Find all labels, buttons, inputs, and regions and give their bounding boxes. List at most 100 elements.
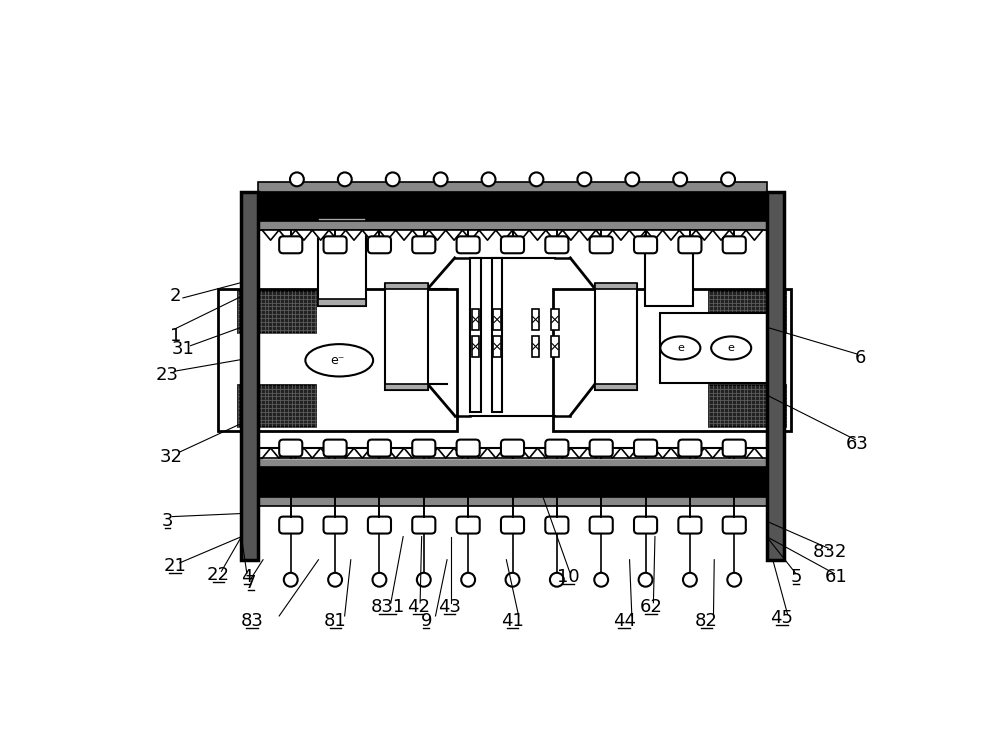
FancyBboxPatch shape [590, 439, 613, 457]
Text: 43: 43 [438, 599, 461, 616]
Bar [238, 291, 316, 333]
Text: 42: 42 [407, 599, 430, 616]
Bar [709, 291, 786, 333]
Bar [532, 336, 539, 357]
Circle shape [434, 173, 448, 186]
Bar [532, 308, 539, 330]
Bar [385, 284, 428, 390]
Text: 832: 832 [813, 543, 847, 561]
Bar [385, 385, 428, 390]
Bar [493, 336, 501, 357]
Bar [258, 183, 767, 192]
Bar [645, 221, 693, 306]
Text: 45: 45 [770, 609, 794, 627]
Bar [595, 284, 637, 390]
Bar [660, 314, 774, 382]
Text: 23: 23 [156, 366, 179, 384]
Circle shape [386, 173, 400, 186]
Bar [258, 230, 767, 448]
Bar [595, 385, 637, 390]
Circle shape [290, 173, 304, 186]
Text: e: e [677, 343, 684, 353]
Ellipse shape [711, 336, 751, 360]
FancyBboxPatch shape [590, 236, 613, 253]
Circle shape [721, 173, 735, 186]
FancyBboxPatch shape [678, 439, 701, 457]
Circle shape [328, 573, 342, 587]
Text: 61: 61 [825, 568, 847, 586]
FancyBboxPatch shape [723, 236, 746, 253]
Bar [472, 336, 479, 357]
Bar [241, 192, 258, 560]
Bar [493, 308, 501, 330]
FancyBboxPatch shape [412, 439, 435, 457]
FancyBboxPatch shape [545, 236, 568, 253]
FancyBboxPatch shape [368, 236, 391, 253]
Bar [492, 258, 502, 412]
FancyBboxPatch shape [723, 517, 746, 534]
FancyBboxPatch shape [457, 236, 480, 253]
Bar [318, 300, 366, 306]
Bar [767, 192, 784, 560]
Ellipse shape [305, 344, 373, 376]
Circle shape [373, 573, 386, 587]
Text: 6: 6 [855, 349, 866, 367]
Text: 31: 31 [172, 340, 194, 357]
Ellipse shape [660, 336, 700, 360]
Bar [258, 192, 767, 221]
FancyBboxPatch shape [678, 236, 701, 253]
FancyBboxPatch shape [412, 517, 435, 534]
Text: 21: 21 [164, 557, 187, 575]
Text: 1: 1 [170, 327, 181, 346]
FancyBboxPatch shape [279, 439, 302, 457]
FancyBboxPatch shape [279, 236, 302, 253]
Circle shape [530, 173, 543, 186]
Circle shape [461, 573, 475, 587]
FancyBboxPatch shape [501, 439, 524, 457]
Circle shape [639, 573, 652, 587]
FancyBboxPatch shape [279, 517, 302, 534]
Circle shape [594, 573, 608, 587]
Text: 41: 41 [501, 613, 524, 630]
Bar [472, 308, 479, 330]
FancyBboxPatch shape [590, 517, 613, 534]
FancyBboxPatch shape [501, 236, 524, 253]
FancyBboxPatch shape [324, 517, 347, 534]
FancyBboxPatch shape [368, 517, 391, 534]
Bar [551, 308, 559, 330]
FancyBboxPatch shape [324, 236, 347, 253]
FancyBboxPatch shape [324, 439, 347, 457]
FancyBboxPatch shape [634, 236, 657, 253]
Bar [385, 282, 428, 289]
Circle shape [673, 173, 687, 186]
FancyBboxPatch shape [634, 439, 657, 457]
Bar [470, 258, 481, 412]
Bar [218, 289, 457, 431]
FancyBboxPatch shape [634, 517, 657, 534]
FancyBboxPatch shape [412, 236, 435, 253]
Text: e: e [728, 343, 735, 353]
Circle shape [727, 573, 741, 587]
Bar [238, 385, 316, 428]
Circle shape [506, 573, 519, 587]
Text: 22: 22 [207, 566, 230, 584]
Text: 2: 2 [169, 287, 181, 306]
Bar [258, 496, 767, 506]
Bar [258, 467, 767, 496]
Bar [258, 458, 767, 467]
Text: 82: 82 [695, 613, 718, 630]
Circle shape [550, 573, 564, 587]
Circle shape [577, 173, 591, 186]
Bar [595, 282, 637, 289]
Bar [318, 221, 366, 306]
Text: 32: 32 [160, 447, 183, 466]
Text: 4: 4 [241, 568, 253, 586]
Circle shape [482, 173, 495, 186]
Bar [258, 221, 767, 230]
Text: 3: 3 [162, 512, 173, 530]
Circle shape [625, 173, 639, 186]
Bar [709, 385, 786, 428]
FancyBboxPatch shape [678, 517, 701, 534]
Bar [551, 336, 559, 357]
Bar [553, 289, 791, 431]
